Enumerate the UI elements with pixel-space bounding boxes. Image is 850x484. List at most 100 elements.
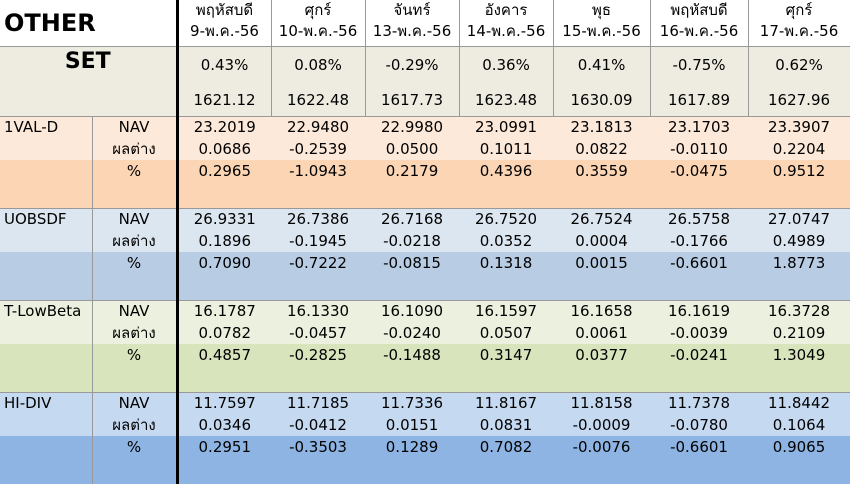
fund-nav-row: 1VAL-D NAV 23.2019 22.9480 22.9980 23.0991 23.… xyxy=(0,116,850,138)
fund-name-blank xyxy=(0,366,93,392)
diff-value-cell: 0.1896 xyxy=(175,230,272,252)
set-index-cell: 1621.12 xyxy=(175,84,272,116)
pct-value-cell: -0.0815 xyxy=(365,252,460,274)
set-index-cell: 1623.48 xyxy=(459,84,554,116)
fund-name: 1VAL-D xyxy=(0,116,93,138)
fund-pct-row: % 0.4857 -0.2825 -0.1488 0.3147 0.0377 -0.0241… xyxy=(0,344,850,366)
blank-cell xyxy=(650,274,749,300)
blank-cell xyxy=(365,458,460,484)
pct-value-cell: 0.0377 xyxy=(553,344,651,366)
diff-value-cell: 0.0831 xyxy=(459,414,554,436)
fund-name-blank xyxy=(0,138,93,160)
set-pct-cell: -0.75% xyxy=(650,46,749,84)
row-label-blank xyxy=(92,274,178,300)
fund-name-blank xyxy=(0,344,93,366)
nav-value-cell: 16.1658 xyxy=(553,300,651,322)
fund-name: HI-DIV xyxy=(0,392,93,414)
nav-value-cell: 16.3728 xyxy=(748,300,850,322)
diff-value-cell: 0.0352 xyxy=(459,230,554,252)
page-title: OTHER xyxy=(0,0,178,47)
diff-value-cell: 0.0346 xyxy=(175,414,272,436)
blank-cell xyxy=(271,366,366,392)
set-index-row: 1621.12 1622.48 1617.73 1623.48 1630.09 … xyxy=(0,84,850,116)
blank-cell xyxy=(748,458,850,484)
diff-value-cell: 0.0151 xyxy=(365,414,460,436)
fund-name-blank xyxy=(0,436,93,458)
nav-value-cell: 27.0747 xyxy=(748,208,850,230)
day-date: 15-พ.ค.-56 xyxy=(562,22,641,40)
pct-value-cell: 0.2179 xyxy=(365,160,460,182)
fund-pct-row: % 0.7090 -0.7222 -0.0815 0.1318 0.0015 -0.6601… xyxy=(0,252,850,274)
day-date: 10-พ.ค.-56 xyxy=(278,22,358,40)
day-date: 17-พ.ค.-56 xyxy=(759,22,839,40)
diff-value-cell: 0.1011 xyxy=(459,138,554,160)
fund-name-blank xyxy=(0,322,93,344)
blank-cell xyxy=(271,458,366,484)
nav-value-cell: 16.1330 xyxy=(271,300,366,322)
set-index-cell: 1630.09 xyxy=(553,84,651,116)
blank-cell xyxy=(459,182,554,208)
diff-value-cell: -0.0240 xyxy=(365,322,460,344)
diff-value-cell: -0.2539 xyxy=(271,138,366,160)
fund-diff-row: ผลต่าง 0.0686 -0.2539 0.0500 0.1011 0.0822 -0.… xyxy=(0,138,850,160)
nav-value-cell: 26.7520 xyxy=(459,208,554,230)
fund-name-blank xyxy=(0,414,93,436)
row-label: NAV xyxy=(92,300,178,322)
day-date: 16-พ.ค.-56 xyxy=(659,22,739,40)
blank-cell xyxy=(459,366,554,392)
pct-value-cell: -0.0241 xyxy=(650,344,749,366)
row-label: ผลต่าง xyxy=(92,230,178,252)
set-label: SET xyxy=(0,46,178,116)
blank-cell xyxy=(459,274,554,300)
blank-cell xyxy=(365,274,460,300)
nav-value-cell: 16.1597 xyxy=(459,300,554,322)
header-day-cell: ศุกร์ 17-พ.ค.-56 xyxy=(748,0,850,47)
diff-value-cell: -0.0457 xyxy=(271,322,366,344)
row-label: ผลต่าง xyxy=(92,138,178,160)
day-name: พฤหัสบดี xyxy=(670,1,728,19)
diff-value-cell: 0.0822 xyxy=(553,138,651,160)
row-label: % xyxy=(92,252,178,274)
fund-pct-row: % 0.2965 -1.0943 0.2179 0.4396 0.3559 -0.0475 0… xyxy=(0,160,850,182)
nav-value-cell: 22.9480 xyxy=(271,116,366,138)
fund-name-blank xyxy=(0,182,93,208)
set-pct-cell: 0.08% xyxy=(271,46,366,84)
row-label: % xyxy=(92,344,178,366)
set-pct-row: SET 0.43% 0.08% -0.29% 0.36% 0.41% -0.75… xyxy=(0,46,850,116)
nav-value-cell: 16.1787 xyxy=(175,300,272,322)
pct-value-cell: 0.9512 xyxy=(748,160,850,182)
day-name: พฤหัสบดี xyxy=(195,1,254,19)
set-index-cell: 1622.48 xyxy=(271,84,366,116)
row-label: % xyxy=(92,436,178,458)
pct-value-cell: -0.2825 xyxy=(271,344,366,366)
set-pct-cell: 0.62% xyxy=(748,46,850,84)
header-day-cell: ศุกร์ 10-พ.ค.-56 xyxy=(271,0,366,47)
fund-diff-row: ผลต่าง 0.0782 -0.0457 -0.0240 0.0507 0.0061 -0… xyxy=(0,322,850,344)
pct-value-cell: -0.1488 xyxy=(365,344,460,366)
fund-nav-row: HI-DIV NAV 11.7597 11.7185 11.7336 11.8167 11.… xyxy=(0,392,850,414)
nav-value-cell: 11.7597 xyxy=(175,392,272,414)
fund-diff-row: ผลต่าง 0.1896 -0.1945 -0.0218 0.0352 0.0004 -0… xyxy=(0,230,850,252)
day-date: 9-พ.ค.-56 xyxy=(190,22,259,40)
blank-cell xyxy=(175,366,272,392)
blank-cell xyxy=(748,366,850,392)
blank-cell xyxy=(553,274,651,300)
set-index-cell: 1617.89 xyxy=(650,84,749,116)
diff-value-cell: 0.2204 xyxy=(748,138,850,160)
pct-value-cell: -0.0475 xyxy=(650,160,749,182)
blank-cell xyxy=(365,366,460,392)
nav-value-cell: 11.7336 xyxy=(365,392,460,414)
blank-cell xyxy=(553,366,651,392)
fund-spacer-row xyxy=(0,182,850,208)
nav-value-cell: 26.7386 xyxy=(271,208,366,230)
fund-name: T-LowBeta xyxy=(0,300,93,322)
pct-value-cell: 1.3049 xyxy=(748,344,850,366)
row-label-blank xyxy=(92,366,178,392)
fund-name-blank xyxy=(0,458,93,484)
pct-value-cell: 0.9065 xyxy=(748,436,850,458)
header-day-cell: พุธ 15-พ.ค.-56 xyxy=(553,0,651,47)
blank-cell xyxy=(175,274,272,300)
pct-value-cell: -0.6601 xyxy=(650,436,749,458)
fund-name-blank xyxy=(0,252,93,274)
